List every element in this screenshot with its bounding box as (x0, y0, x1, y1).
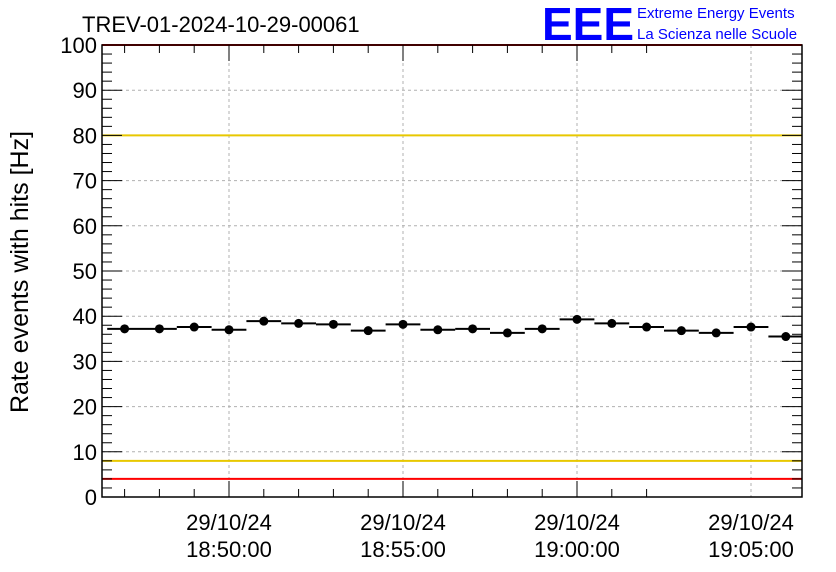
y-tick-label: 70 (73, 169, 97, 194)
axes: 010203040506070809010029/10/2418:50:0029… (60, 33, 803, 562)
y-tick-label: 20 (73, 395, 97, 420)
y-tick-label: 40 (73, 304, 97, 329)
data-point (398, 319, 408, 329)
x-tick-label-time: 19:00:00 (534, 537, 620, 562)
data-point (294, 318, 304, 328)
data-point (642, 322, 652, 332)
y-tick-label: 30 (73, 349, 97, 374)
data-point (746, 322, 756, 332)
data-point (433, 325, 443, 335)
data-point (328, 319, 338, 329)
data-point (120, 324, 130, 334)
y-tick-label: 90 (73, 78, 97, 103)
x-tick-label-date: 29/10/24 (708, 510, 794, 535)
data-point (259, 316, 269, 326)
y-tick-label: 10 (73, 440, 97, 465)
data-point (363, 326, 373, 336)
data-point (607, 318, 617, 328)
x-tick-label-time: 18:50:00 (186, 537, 272, 562)
y-tick-label: 100 (60, 33, 97, 58)
y-tick-label: 50 (73, 259, 97, 284)
x-tick-label-date: 29/10/24 (360, 510, 446, 535)
data-point (468, 324, 478, 334)
data-point (572, 314, 582, 324)
logo-eee-text: EEE (542, 0, 634, 50)
y-tick-label: 0 (85, 485, 97, 510)
data-point (189, 322, 199, 332)
data-point (537, 324, 547, 334)
x-tick-label-time: 19:05:00 (708, 537, 794, 562)
data-point (154, 324, 164, 334)
eee-logo: EEE Extreme Energy Events La Scienza nel… (542, 0, 797, 50)
chart-title: TREV-01-2024-10-29-00061 (82, 12, 360, 37)
data-point (502, 328, 512, 338)
data-point (781, 332, 791, 342)
y-axis-label: Rate events with hits [Hz] (6, 131, 34, 413)
data-point (711, 328, 721, 338)
x-tick-label-date: 29/10/24 (534, 510, 620, 535)
y-tick-label: 60 (73, 214, 97, 239)
x-tick-label-date: 29/10/24 (186, 510, 272, 535)
logo-line-1: Extreme Energy Events (637, 5, 795, 22)
data-series (107, 314, 802, 342)
y-tick-label: 80 (73, 123, 97, 148)
data-point (224, 325, 234, 335)
logo-line-2: La Scienza nelle Scuole (637, 26, 797, 43)
data-point (676, 326, 686, 336)
x-tick-label-time: 18:55:00 (360, 537, 446, 562)
